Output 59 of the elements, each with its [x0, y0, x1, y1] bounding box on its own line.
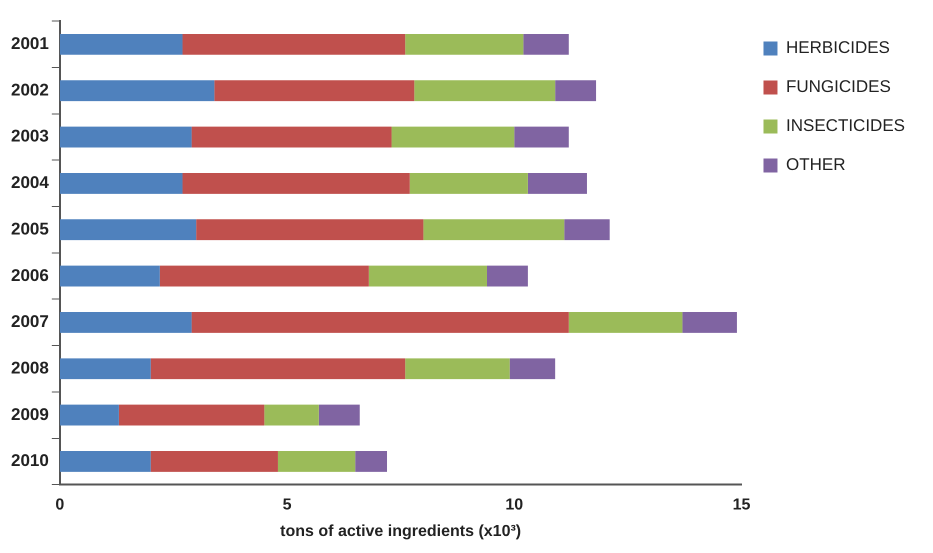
- bar: [278, 451, 356, 472]
- bar: [392, 126, 514, 148]
- bar: [682, 312, 737, 333]
- bar: [528, 172, 587, 194]
- y-tick-label: 2009: [10, 404, 49, 424]
- bar: [510, 358, 556, 380]
- bar: [568, 312, 682, 333]
- bar: [60, 80, 214, 102]
- bar: [60, 172, 183, 194]
- legend-label: FUNGICIDES: [786, 77, 891, 96]
- bar: [60, 219, 196, 240]
- bar: [150, 451, 278, 472]
- y-tick-label: 2003: [10, 126, 49, 146]
- bar: [414, 80, 556, 102]
- bar: [405, 34, 524, 55]
- bar: [564, 219, 610, 240]
- y-tick-label: 2008: [10, 358, 49, 378]
- bar: [60, 358, 151, 380]
- bar: [60, 126, 192, 148]
- bar: [192, 126, 392, 148]
- x-axis-title: tons of active ingredients (x10³): [280, 522, 522, 540]
- bar: [150, 358, 406, 380]
- bar: [264, 404, 319, 426]
- y-tick-label: 2007: [10, 312, 49, 332]
- bar: [118, 404, 264, 426]
- bar: [182, 172, 410, 194]
- bar: [60, 312, 192, 333]
- bar: [486, 266, 528, 286]
- bar: [60, 451, 151, 472]
- legend-label: INSECTICIDES: [786, 116, 906, 136]
- bar: [160, 266, 369, 286]
- y-tick-label: 2010: [10, 451, 49, 470]
- bar: [182, 34, 406, 55]
- bar: [405, 358, 510, 380]
- bar: [355, 451, 388, 472]
- bar: [555, 80, 596, 102]
- bar: [514, 126, 569, 148]
- legend-label: HERBICIDES: [786, 38, 890, 58]
- x-tick-label: 10: [505, 496, 524, 514]
- bar: [318, 404, 360, 426]
- y-tick-label: 2004: [10, 173, 50, 192]
- bar: [423, 219, 564, 240]
- y-tick-label: 2002: [10, 80, 49, 100]
- bar: [60, 404, 119, 426]
- bar: [368, 266, 487, 286]
- bar: [196, 219, 424, 240]
- x-tick-label: 0: [55, 496, 64, 514]
- y-tick-label: 2005: [10, 219, 49, 238]
- bar: [192, 312, 569, 333]
- legend-label: OTHER: [786, 155, 846, 174]
- bar: [60, 266, 160, 286]
- bar: [60, 34, 183, 55]
- y-tick-label: 2006: [10, 266, 49, 285]
- x-tick-label: 15: [732, 496, 750, 514]
- bar: [410, 172, 528, 194]
- x-tick-label: 5: [282, 496, 292, 514]
- bar: [523, 34, 569, 55]
- bar: [214, 80, 414, 102]
- y-tick-label: 2001: [10, 34, 49, 54]
